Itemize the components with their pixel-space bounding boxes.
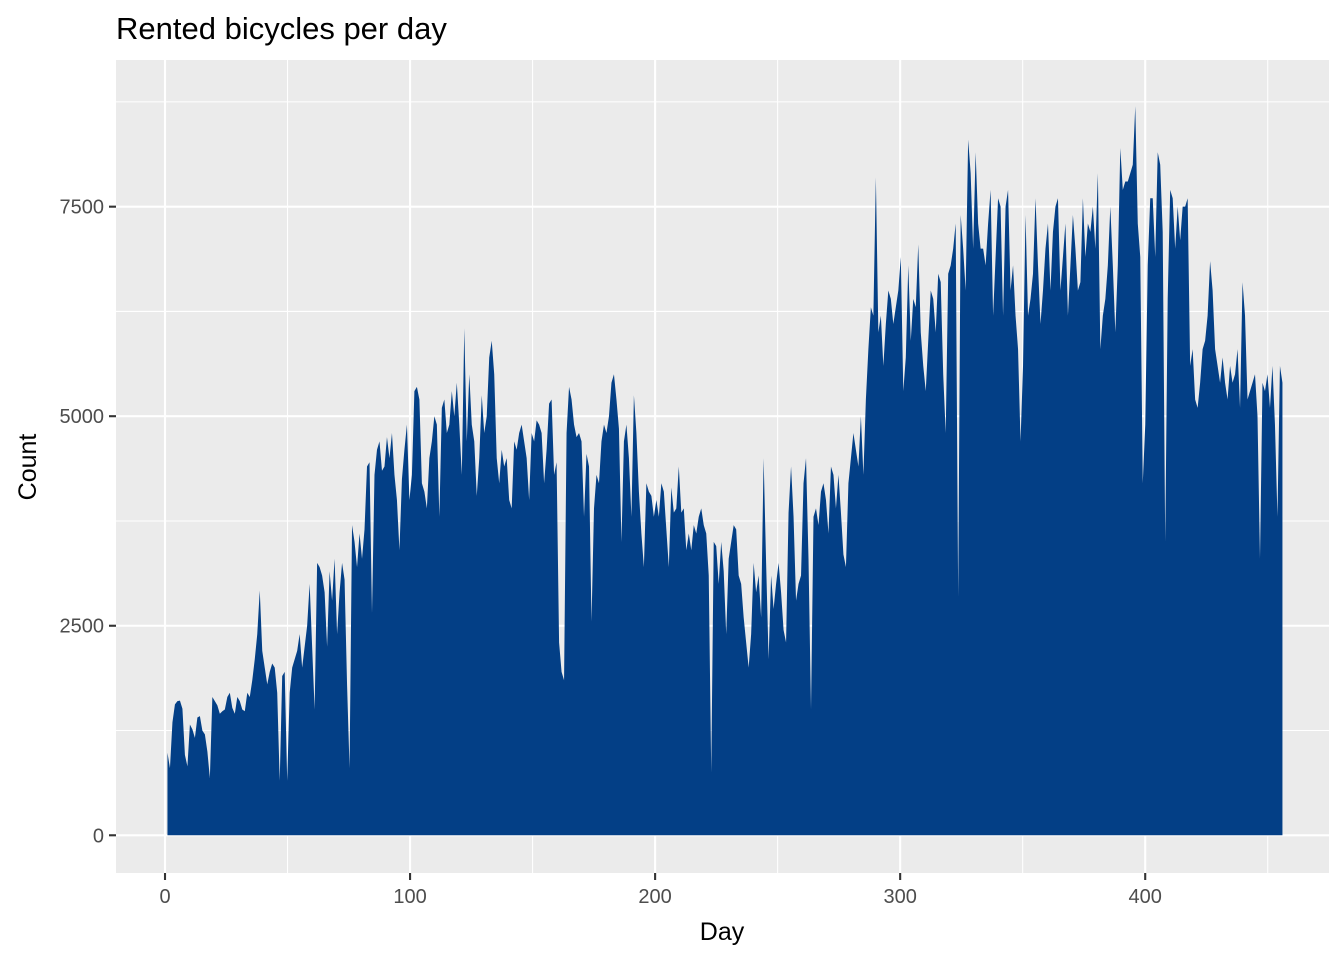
y-tick-label-2500: 2500 [60, 616, 105, 638]
x-axis: 0 100 200 300 400 [159, 873, 1162, 908]
daily-count-area [167, 106, 1283, 836]
y-tick-label-0: 0 [93, 825, 104, 847]
x-tick-label-300: 300 [883, 886, 916, 908]
y-axis-title: Count [14, 434, 42, 501]
y-axis: 0 2500 5000 7500 [60, 197, 116, 847]
y-tick-label-7500: 7500 [60, 197, 105, 219]
x-tick-label-0: 0 [159, 886, 170, 908]
x-tick-label-200: 200 [638, 886, 671, 908]
x-tick-label-100: 100 [393, 886, 426, 908]
chart-title: Rented bicycles per day [116, 11, 447, 46]
y-tick-label-5000: 5000 [60, 406, 105, 428]
x-axis-title: Day [700, 918, 745, 946]
x-tick-label-400: 400 [1129, 886, 1162, 908]
